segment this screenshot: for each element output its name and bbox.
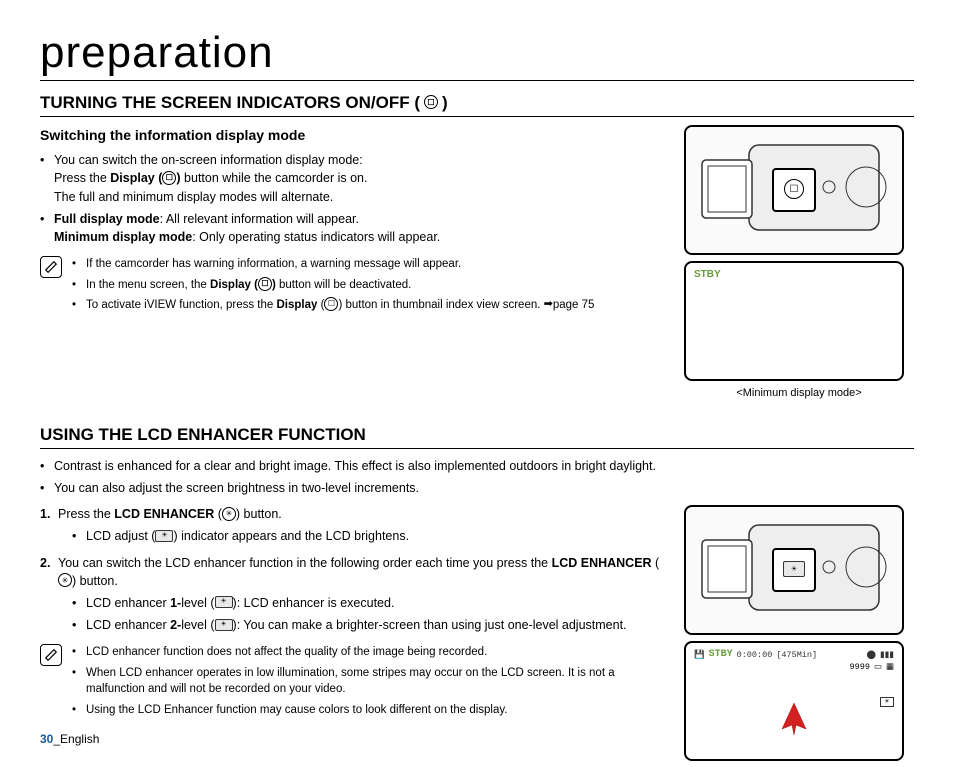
t: ) indicator appears and the LCD brighten… — [173, 529, 409, 543]
s1-b1-l2a: Press the — [54, 171, 110, 185]
section2-images: ☀ 💾 STBY 0:00:00 [475Min] ⬤ ▮▮▮ 9999 ▭ ▦… — [684, 505, 914, 767]
section1-header: TURNING THE SCREEN INDICATORS ON/OFF ( ☐… — [40, 87, 914, 117]
s1-b2a: Full display mode — [54, 212, 160, 226]
note-pencil-icon — [40, 256, 62, 278]
s1-note2: In the menu screen, the Display (☐) butt… — [86, 277, 594, 294]
page-title: preparation — [40, 28, 914, 81]
t: ): You can make a brighter-screen than u… — [233, 618, 627, 632]
display-icon: ☐ — [258, 277, 272, 291]
caption-min-display: <Minimum display mode> — [684, 387, 914, 399]
step2-sub2: LCD enhancer 2-level (☀): You can make a… — [86, 616, 664, 634]
s1-b1-l1: You can switch the on-screen information… — [54, 153, 363, 167]
display-icon: ☐ — [162, 171, 176, 185]
step2: 2. You can switch the LCD enhancer funct… — [40, 554, 664, 635]
section1-header-text: TURNING THE SCREEN INDICATORS ON/OFF ( — [40, 93, 420, 113]
t: LCD ENHANCER — [552, 556, 652, 570]
t: ) button. — [72, 574, 118, 588]
s2-note1: LCD enhancer function does not affect th… — [86, 644, 664, 661]
t: Display ( — [210, 279, 258, 291]
lcd-enhancer-display: 💾 STBY 0:00:00 [475Min] ⬤ ▮▮▮ 9999 ▭ ▦ ☀ — [684, 641, 904, 761]
section2-header: USING THE LCD ENHANCER FUNCTION — [40, 419, 914, 449]
t: ( — [214, 507, 222, 521]
step1: 1. Press the LCD ENHANCER (✳) button. LC… — [40, 505, 664, 545]
s2-b2: You can also adjust the screen brightnes… — [54, 479, 914, 497]
page-number: 30 — [40, 732, 53, 746]
t: 1- — [170, 596, 181, 610]
quality-icon: ▦ — [886, 662, 894, 672]
page-lang: English — [60, 732, 99, 746]
display-icon: ☐ — [784, 179, 804, 199]
s1-note3: To activate iVIEW function, press the Di… — [86, 297, 594, 314]
s1-note1: If the camcorder has warning information… — [86, 256, 594, 273]
s1-b2c: Minimum display mode — [54, 230, 192, 244]
cursor-arrow-icon — [780, 703, 808, 737]
display-icon: ☐ — [424, 95, 438, 109]
enhancer-indicator-icon: ☀ — [880, 697, 894, 707]
t: ) button in thumbnail index view screen. — [338, 299, 543, 311]
t: level ( — [181, 596, 214, 610]
s1-b2d: : Only operating status indicators will … — [192, 230, 440, 244]
section2-header-text: USING THE LCD ENHANCER FUNCTION — [40, 425, 366, 445]
enhancer-icon: ✳ — [222, 507, 236, 521]
lcd-level2-icon: ☀ — [215, 619, 233, 631]
callout-enhancer-icon: ☀ — [772, 548, 816, 592]
counter: 9999 — [850, 662, 870, 672]
lcd-min-display: STBY — [684, 261, 904, 381]
t: Display — [276, 299, 317, 311]
step1-sub1: LCD adjust (☀) indicator appears and the… — [86, 527, 664, 545]
section1-subheader: Switching the information display mode — [40, 125, 664, 145]
camcorder-illustration-1: ☐ — [684, 125, 904, 255]
s1-b1-l2b: Display ( — [110, 171, 162, 185]
t: You can switch the LCD enhancer function… — [58, 556, 552, 570]
lcd-adjust-icon: ☀ — [155, 530, 173, 542]
remain-time: [475Min] — [776, 650, 817, 660]
t: LCD enhancer — [86, 618, 170, 632]
t: ( — [652, 556, 660, 570]
t: To activate iVIEW function, press the — [86, 299, 276, 311]
arrow-right-icon: ➡ — [544, 297, 553, 313]
s2-note3: Using the LCD Enhancer function may caus… — [86, 702, 664, 719]
section1-text: Switching the information display mode Y… — [40, 125, 664, 399]
page-footer: 30_English — [40, 732, 99, 746]
enhancer-icon: ✳ — [58, 573, 72, 587]
section1-header-end: ) — [442, 93, 448, 113]
t: ): LCD enhancer is executed. — [233, 596, 395, 610]
section1-images: ☐ STBY <Minimum display mode> — [684, 125, 914, 399]
lcd-level1-icon: ☀ — [215, 596, 233, 608]
t: page 75 — [553, 299, 595, 311]
display-icon: ☐ — [324, 297, 338, 311]
t: In the menu screen, the — [86, 279, 210, 291]
t: 2- — [170, 618, 181, 632]
section2-text: 1. Press the LCD ENHANCER (✳) button. LC… — [40, 505, 664, 767]
stby-label: STBY — [694, 269, 721, 280]
s1-bullet2: Full display mode: All relevant informat… — [54, 210, 664, 246]
step2-sub1: LCD enhancer 1-level (☀): LCD enhancer i… — [86, 594, 664, 612]
timecode: 0:00:00 — [737, 650, 773, 660]
t: button will be deactivated. — [276, 279, 412, 291]
camcorder-illustration-2: ☀ — [684, 505, 904, 635]
t: level ( — [181, 618, 214, 632]
battery-icon: ▮▮▮ — [880, 650, 894, 660]
s2-note2: When LCD enhancer operates in low illumi… — [86, 665, 664, 698]
note-pencil-icon — [40, 644, 62, 666]
callout-display-icon: ☐ — [772, 168, 816, 212]
section1-note: If the camcorder has warning information… — [40, 256, 664, 318]
res-icon: ▭ — [874, 662, 882, 672]
section2-note: LCD enhancer function does not affect th… — [40, 644, 664, 723]
t: ) button. — [236, 507, 282, 521]
t: ( — [317, 299, 324, 311]
s1-b2b: : All relevant information will appear. — [160, 212, 359, 226]
card-icon: 💾 — [694, 650, 705, 660]
s1-b1-l2d: button while the camcorder is on. — [181, 171, 368, 185]
s1-b1-l3: The full and minimum display modes will … — [54, 190, 333, 204]
t: LCD adjust ( — [86, 529, 155, 543]
enhancer-icon: ☀ — [783, 561, 805, 577]
s1-bullet1: You can switch the on-screen information… — [54, 151, 664, 205]
disc-icon: ⬤ — [866, 650, 876, 660]
s2-b1: Contrast is enhanced for a clear and bri… — [54, 457, 914, 475]
stby-label: STBY — [709, 649, 733, 660]
t: LCD ENHANCER — [114, 507, 214, 521]
t: LCD enhancer — [86, 596, 170, 610]
t: Press the — [58, 507, 114, 521]
